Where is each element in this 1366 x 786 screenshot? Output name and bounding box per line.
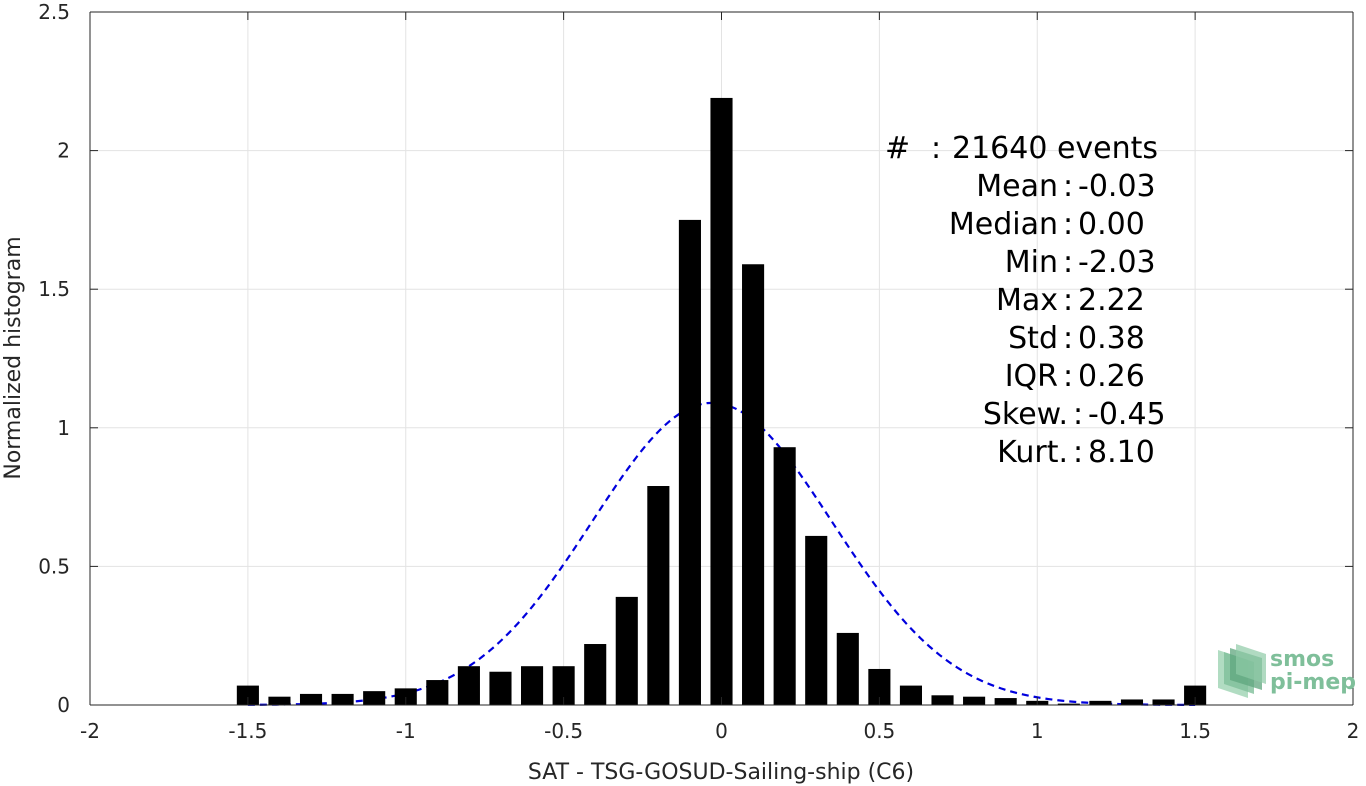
histogram-bar (1152, 699, 1175, 705)
histogram-bar (363, 691, 386, 705)
stats-label: Kurt. (997, 435, 1068, 470)
histogram-bar (931, 695, 954, 705)
histogram-bar (899, 685, 923, 705)
stats-line: Std:0.38 (1008, 321, 1145, 356)
stats-line: #:21640 events (885, 131, 1158, 166)
y-tick-label: 1 (57, 416, 70, 440)
stats-label: # (885, 131, 910, 166)
logo-text-smos: smos (1270, 647, 1334, 672)
y-tick-label: 1.5 (38, 277, 70, 301)
histogram-bar (647, 486, 670, 705)
stats-label: Mean (976, 169, 1058, 204)
x-tick-label: 0.5 (863, 719, 895, 743)
stats-label: Std (1008, 321, 1058, 356)
histogram-bar (836, 632, 859, 705)
x-tick-label: -2 (80, 719, 100, 743)
stats-separator: : (1073, 397, 1083, 432)
histogram-bar (426, 680, 449, 705)
histogram-bar (1120, 699, 1144, 705)
stats-separator: : (1073, 435, 1083, 470)
histogram-bar (299, 693, 323, 705)
stats-separator: : (1063, 207, 1073, 242)
stats-separator: : (1063, 245, 1073, 280)
histogram-bar (994, 698, 1017, 705)
stats-line: Kurt.:8.10 (997, 435, 1155, 470)
histogram-bar (615, 596, 638, 705)
stats-line: Max:2.22 (996, 283, 1145, 318)
smos-pi-mep-logo: smos pi-mep (1218, 644, 1356, 698)
stats-value: 21640 events (952, 131, 1158, 166)
histogram-bar (489, 671, 512, 705)
histogram-bar (552, 666, 575, 705)
x-tick-label: 2 (1347, 719, 1360, 743)
histogram-bar (457, 666, 480, 705)
x-tick-label: 1.5 (1179, 719, 1211, 743)
stats-line: Mean: -0.03 (976, 169, 1155, 204)
x-tick-label: -0.5 (544, 719, 583, 743)
histogram-bar (868, 668, 891, 705)
stats-separator: : (931, 131, 941, 166)
stats-value: 8.10 (1088, 435, 1155, 470)
y-axis-label: Normalized histogram (1, 236, 26, 479)
stats-separator: : (1063, 283, 1073, 318)
histogram-bar (742, 264, 765, 705)
stats-line: Median:0.00 (949, 207, 1145, 242)
x-tick-label: -1.5 (228, 719, 267, 743)
logo-mark-icon (1218, 644, 1266, 698)
stats-value: -0.03 (1078, 169, 1156, 204)
stats-label: IQR (1005, 359, 1058, 394)
histogram-bar (1184, 685, 1207, 705)
stats-line: IQR:0.26 (1005, 359, 1145, 394)
stats-value: 0.26 (1078, 359, 1145, 394)
y-tick-label: 0.5 (38, 554, 70, 578)
histogram-bar (1057, 703, 1080, 705)
histogram-bar (331, 693, 354, 705)
x-tick-label: 1 (1031, 719, 1044, 743)
histogram-bar (1089, 700, 1112, 705)
x-tick-label: 0 (715, 719, 728, 743)
y-tick-label: 2.5 (38, 0, 70, 24)
stats-label: Skew. (983, 397, 1068, 432)
histogram-bar (394, 688, 417, 705)
histogram-bar (268, 696, 291, 705)
stats-label: Max (996, 283, 1058, 318)
stats-separator: : (1063, 321, 1073, 356)
stats-line: Skew.: -0.45 (983, 397, 1166, 432)
stats-separator: : (1063, 359, 1073, 394)
y-axis-ticks: 0 0.5 1 1.5 2 2.5 (38, 0, 1353, 717)
stats-value: -2.03 (1078, 245, 1156, 280)
histogram-bar (584, 644, 607, 705)
x-axis-ticks: -2 -1.5 -1 -0.5 0 0.5 1 1.5 2 (80, 12, 1359, 743)
histogram-bar (710, 97, 733, 705)
stats-value: 0.38 (1078, 321, 1145, 356)
stats-value: -0.45 (1088, 397, 1166, 432)
histogram-bar (520, 666, 544, 705)
logo-text-pimep: pi-mep (1270, 670, 1356, 695)
histogram-bar (963, 696, 986, 705)
histogram-bar (805, 535, 828, 705)
stats-line: Min: -2.03 (1005, 245, 1156, 280)
stats-label: Min (1005, 245, 1058, 280)
histogram-bar (678, 219, 701, 705)
stats-value: 2.22 (1078, 283, 1145, 318)
stats-label: Median (949, 207, 1058, 242)
y-tick-label: 2 (57, 139, 70, 163)
histogram-bar (773, 447, 796, 705)
y-tick-label: 0 (57, 693, 70, 717)
stats-separator: : (1063, 169, 1073, 204)
x-axis-label: SAT - TSG-GOSUD-Sailing-ship (C6) (528, 760, 914, 785)
x-tick-label: -1 (396, 719, 416, 743)
histogram-bars (236, 97, 1207, 705)
stats-value: 0.00 (1078, 207, 1145, 242)
histogram-bar (236, 685, 259, 705)
